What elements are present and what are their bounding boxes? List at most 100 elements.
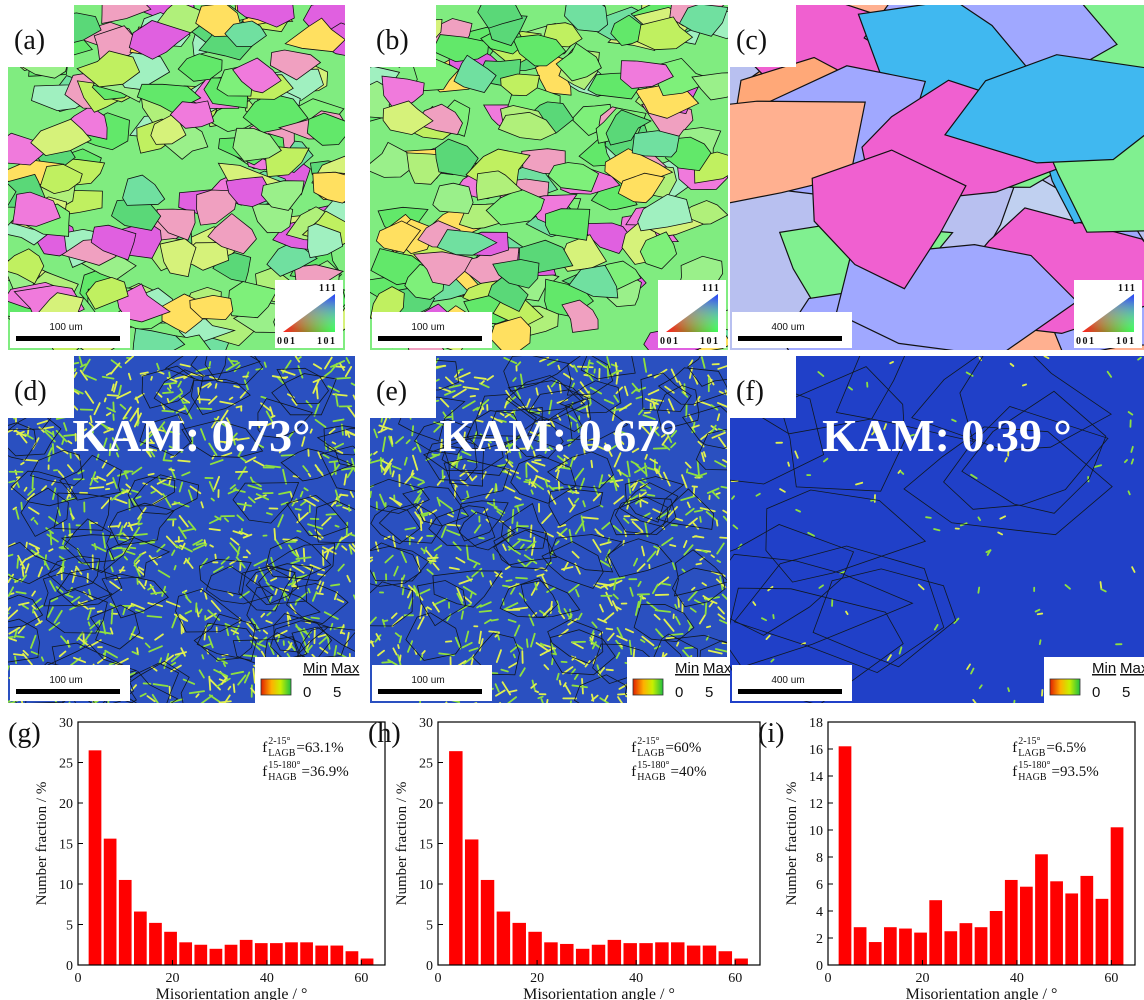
strain-streak xyxy=(209,544,214,548)
strain-streak xyxy=(266,611,272,617)
strain-streak xyxy=(30,650,40,656)
grain-boundary xyxy=(245,563,314,606)
strain-streak xyxy=(525,638,529,648)
strain-streak xyxy=(238,448,243,456)
strain-streak xyxy=(714,648,727,653)
grain xyxy=(375,220,422,254)
strain-streak xyxy=(195,693,200,698)
strain-streak xyxy=(375,633,381,641)
strain-streak xyxy=(537,695,544,700)
strain-streak xyxy=(460,512,468,516)
strain-streak xyxy=(162,391,174,394)
x-axis-label: Misorientation angle / ° xyxy=(523,986,675,1000)
grain-boundary xyxy=(812,568,957,668)
strain-streak xyxy=(440,443,444,450)
strain-streak xyxy=(20,574,28,583)
strain-streak xyxy=(201,654,205,660)
strain-streak xyxy=(597,618,608,624)
strain-streak xyxy=(107,525,120,528)
strain-streak xyxy=(432,562,440,571)
grain-boundary xyxy=(141,365,195,409)
strain-streak xyxy=(543,664,550,671)
strain-streak xyxy=(330,583,341,587)
strain-streak xyxy=(513,409,516,417)
grain xyxy=(412,251,473,286)
strain-streak xyxy=(84,390,95,404)
strain-streak xyxy=(845,610,849,616)
strain-streak xyxy=(328,442,344,452)
strain-streak xyxy=(147,602,156,606)
strain-streak xyxy=(413,491,423,504)
strain-streak xyxy=(630,482,636,488)
strain-streak xyxy=(88,422,95,428)
grain-boundary xyxy=(193,613,256,661)
label-box xyxy=(370,5,436,67)
strain-streak xyxy=(182,590,189,599)
strain-streak xyxy=(504,402,508,409)
strain-streak xyxy=(264,421,275,427)
strain-streak xyxy=(462,400,476,409)
strain-streak xyxy=(75,565,83,575)
y-axis-label: Number fraction / % xyxy=(34,782,50,906)
bar xyxy=(1004,879,1018,965)
strain-streak xyxy=(383,458,394,472)
strain-streak xyxy=(82,358,91,372)
strain-streak xyxy=(112,477,118,489)
strain-streak xyxy=(755,492,761,497)
strain-streak xyxy=(705,625,712,629)
grain-boundary xyxy=(442,444,485,487)
strain-streak xyxy=(684,461,692,469)
strain-streak xyxy=(417,481,426,486)
y-tick-label: 12 xyxy=(809,797,823,812)
strain-streak xyxy=(291,565,305,574)
strain-streak xyxy=(504,469,512,476)
strain-streak xyxy=(276,376,285,385)
strain-streak xyxy=(168,445,183,453)
strain-streak xyxy=(579,477,586,490)
strain-streak xyxy=(455,371,471,380)
scale-label: 100 um xyxy=(49,675,82,686)
strain-streak xyxy=(110,362,121,375)
strain-streak xyxy=(343,473,348,486)
strain-streak xyxy=(77,637,91,648)
grain-boundary xyxy=(314,500,355,544)
strain-streak xyxy=(544,479,549,488)
grain xyxy=(225,176,275,208)
bar xyxy=(480,879,495,965)
strain-streak xyxy=(165,600,181,608)
strain-streak xyxy=(599,697,610,703)
strain-streak xyxy=(179,363,191,368)
bar xyxy=(1110,827,1124,965)
strain-streak xyxy=(89,486,105,490)
strain-streak xyxy=(370,458,384,464)
strain-streak xyxy=(331,441,337,445)
strain-streak xyxy=(258,566,268,582)
strain-streak xyxy=(121,489,131,495)
grain-boundary xyxy=(286,583,349,625)
grain xyxy=(207,213,257,255)
strain-streak xyxy=(235,556,246,569)
panel-label: (d) xyxy=(14,376,47,407)
strain-streak xyxy=(156,362,160,370)
strain-streak xyxy=(568,583,580,594)
strain-streak xyxy=(102,437,108,448)
strain-streak xyxy=(129,626,137,641)
strain-streak xyxy=(57,470,65,478)
kam-key-label: Min xyxy=(303,660,327,677)
strain-streak xyxy=(978,684,983,690)
strain-streak xyxy=(349,491,355,498)
strain-streak xyxy=(419,698,422,703)
kam-gradient xyxy=(632,678,664,696)
strain-streak xyxy=(471,567,483,578)
annotation-sup: 15-180° xyxy=(637,760,669,771)
strain-streak xyxy=(508,540,521,551)
scale-box xyxy=(372,312,492,348)
strain-streak xyxy=(731,495,736,500)
grain xyxy=(159,238,197,278)
strain-streak xyxy=(111,489,125,501)
strain-streak xyxy=(174,544,181,550)
grain-boundary xyxy=(592,643,664,685)
map-image xyxy=(730,356,1144,703)
grain xyxy=(242,93,309,134)
grain-boundary xyxy=(204,356,264,386)
